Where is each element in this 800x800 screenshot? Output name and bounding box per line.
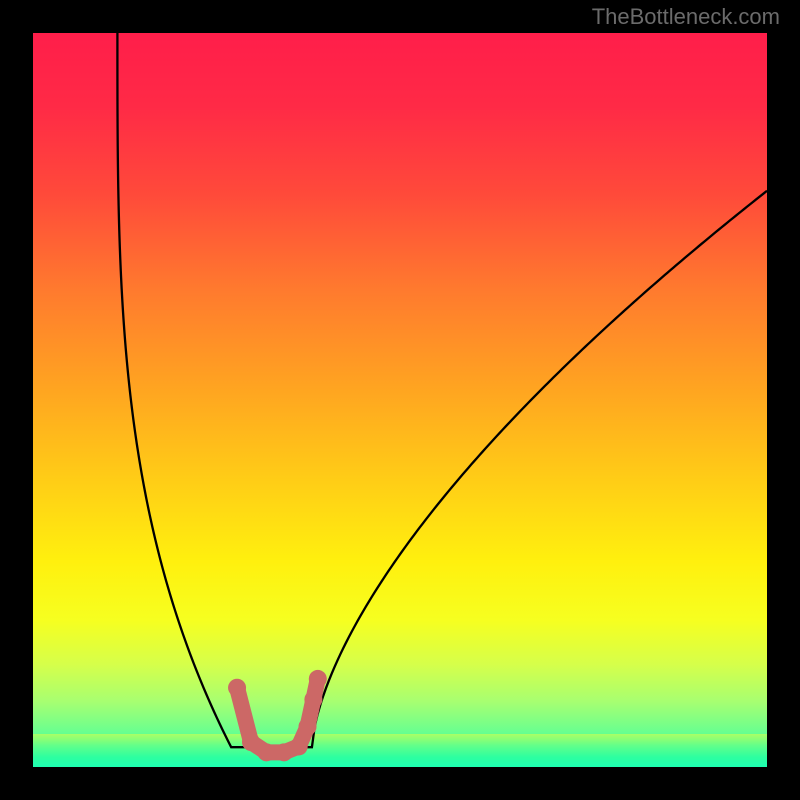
plot-border — [33, 33, 767, 767]
chart-stage: TheBottleneck.com — [0, 0, 800, 800]
watermark-text: TheBottleneck.com — [592, 4, 780, 30]
